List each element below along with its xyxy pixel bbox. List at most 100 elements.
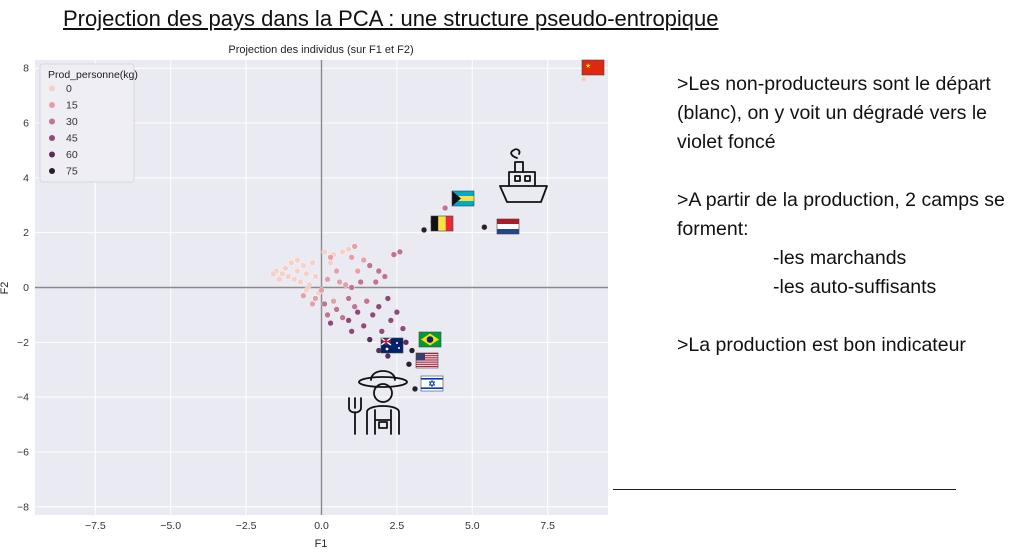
data-point [348,284,355,291]
data-point [378,328,385,335]
x-axis-label: F1 [315,538,328,550]
y-tick-label: 2 [23,227,29,239]
flag-stripe [416,365,438,367]
note-1: >Les non-producteurs sont le départ (bla… [677,73,991,153]
flag-australia [380,337,404,354]
data-point [324,311,331,319]
data-point [442,204,449,212]
data-point [291,276,298,283]
data-point [312,273,319,280]
x-tick-label: −7.5 [85,520,106,532]
flag-border [496,218,520,235]
data-point [327,320,334,327]
data-point [372,278,379,286]
flag-band [438,216,446,231]
note-item-1: -les marchands [773,247,907,269]
data-point [357,278,364,286]
data-point [339,248,346,255]
scatter-points [270,76,587,393]
x-tick-label: 5.0 [465,520,480,532]
legend-label: 45 [66,133,78,145]
data-point [327,254,334,261]
flag-star [428,381,436,388]
data-point [384,295,391,302]
data-point [345,246,352,253]
data-point [399,325,407,332]
data-point [270,270,277,277]
legend-label: 60 [66,149,78,161]
x-tick-label: −5.0 [160,520,181,532]
y-tick-label: 4 [23,172,29,184]
flag-stripe [416,353,438,355]
flag-band [431,216,439,231]
data-point [366,336,373,343]
flag-canton [416,353,425,361]
data-point [375,267,382,275]
flag-star [428,379,436,386]
data-point [294,267,301,275]
y-tick-label: 6 [23,118,29,130]
y-tick-label: −2 [17,337,29,349]
flag-china: ★ [581,59,605,76]
data-point [300,292,307,299]
data-point [411,385,419,393]
data-point [375,303,382,310]
data-point [345,317,352,324]
data-point [333,267,340,275]
data-point [339,314,346,321]
flag-band [445,216,453,231]
flag-star: ★ [585,62,591,70]
x-tick-label: 0.0 [314,520,329,532]
data-point [294,256,301,264]
flag-globe [426,336,434,343]
data-point [303,287,310,294]
flag-border [581,59,605,76]
data-point [309,259,316,266]
data-point [366,262,373,269]
flag-border [420,375,444,392]
legend-label: 0 [66,83,72,95]
data-point [342,281,349,288]
legend-label: 75 [66,166,78,178]
flag-band [497,224,519,229]
legend-marker [49,151,55,158]
flag-border [380,337,404,354]
flag-band [452,191,474,196]
data-point [288,259,295,266]
flag-israel [420,375,444,392]
flag-netherlands [496,218,520,235]
legend-box [39,63,135,183]
data-point [396,248,404,255]
data-point [348,254,355,261]
legend-marker [49,118,55,125]
flag-star [398,347,400,349]
flag-border [451,190,475,207]
data-point [336,278,343,286]
x-tick-label: 7.5 [540,520,555,532]
data-point [580,76,587,83]
data-point [282,265,289,272]
legend-marker [49,168,55,174]
flag-band [497,219,519,224]
flag-stripe [416,359,438,361]
flag-band [452,196,474,201]
commentary: >Les non-producteurs sont le départ (bla… [677,70,1022,360]
flag-bahamas [451,190,475,207]
x-tick-label: 2.5 [390,520,405,532]
flag-field [421,376,443,391]
data-point [333,306,340,313]
data-point [330,298,337,305]
flag-stripe [416,355,438,357]
flag-brazil [418,331,442,348]
y-tick-label: 8 [23,63,29,75]
data-point [420,226,428,234]
chart-title: Projection des individus (sur F1 et F2) [228,44,413,56]
flag-belgium [430,215,454,232]
tick-labels: −7.5 −5.0 −2.5 0.0 2.5 5.0 7.5 −8 −6 −4 −2 0 2 4 6 8 [17,63,555,532]
legend-marker [49,135,55,141]
data-point [393,309,400,316]
data-point [306,281,313,288]
flag-band [421,387,443,389]
data-point [312,295,319,302]
flag-star [385,347,389,351]
